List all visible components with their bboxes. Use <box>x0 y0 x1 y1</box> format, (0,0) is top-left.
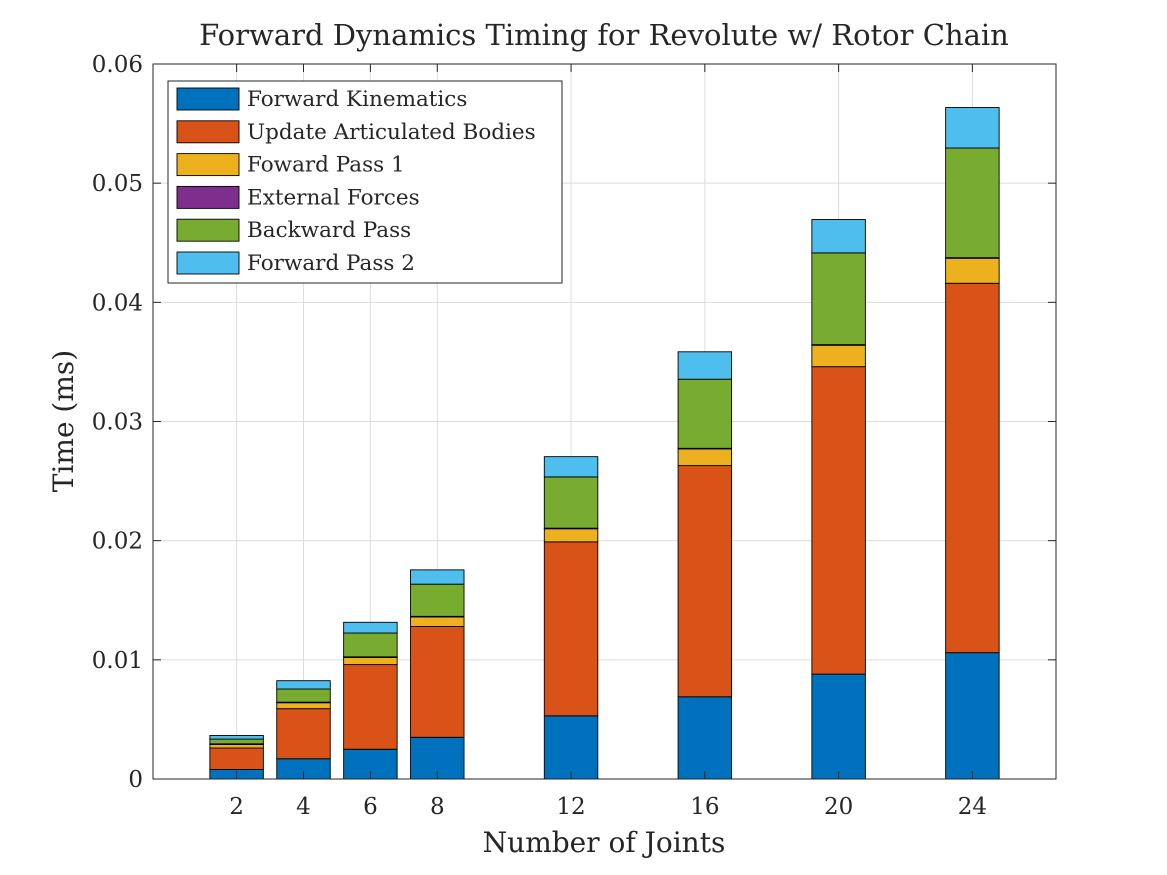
chart-title: Forward Dynamics Timing for Revolute w/ … <box>199 18 1009 52</box>
bar-segment-forward-pass-2-20 <box>811 219 866 254</box>
bar-segment-backward-pass-8 <box>410 583 465 617</box>
bar-segment-forward-pass-2-6 <box>343 621 398 634</box>
bar-segment-update-articulated-bodies-16 <box>677 465 733 698</box>
x-tick-label: 20 <box>824 794 853 820</box>
bar-segment-foward-pass-1-6 <box>343 657 398 666</box>
bar-segment-update-articulated-bodies-12 <box>543 541 599 717</box>
axis-ticks <box>153 63 1056 780</box>
bar-segment-forward-pass-2-8 <box>410 569 465 585</box>
x-tick-label: 6 <box>363 794 378 820</box>
legend: Forward Kinematics Update Articulated Bod… <box>167 80 563 284</box>
y-tick-label: 0.06 <box>92 52 143 78</box>
y-tick-label: 0.04 <box>92 290 143 316</box>
x-tick-label: 2 <box>229 794 244 820</box>
legend-label: Forward Kinematics <box>247 87 467 112</box>
bar-segment-update-articulated-bodies-24 <box>945 282 1000 654</box>
legend-label: External Forces <box>247 185 420 210</box>
legend-swatch <box>176 153 240 177</box>
y-tick-label: 0.05 <box>92 171 143 197</box>
bar-stack-group <box>209 107 1000 780</box>
bar-segment-foward-pass-1-4 <box>276 702 331 710</box>
legend-label: Update Articulated Bodies <box>247 120 536 145</box>
bar-segment-backward-pass-6 <box>343 632 398 658</box>
x-tick-label: 16 <box>690 794 719 820</box>
bar-segment-backward-pass-4 <box>276 688 331 703</box>
bar-segment-forward-pass-2-2 <box>209 735 264 740</box>
bar-segment-update-articulated-bodies-4 <box>276 708 331 760</box>
bar-segment-backward-pass-12 <box>543 476 599 529</box>
bar-segment-update-articulated-bodies-8 <box>410 626 465 738</box>
bar-segment-foward-pass-1-2 <box>209 743 264 749</box>
bar-segment-foward-pass-1-12 <box>543 528 599 543</box>
legend-box <box>167 80 563 284</box>
legend-swatch <box>176 120 240 144</box>
bar-segment-backward-pass-20 <box>811 252 866 346</box>
y-tick-label: 0.02 <box>92 529 143 555</box>
bar-segment-forward-pass-2-24 <box>945 107 1000 149</box>
bar-segment-forward-kinematics-16 <box>677 696 733 780</box>
legend-swatch <box>176 185 240 209</box>
bar-segment-backward-pass-2 <box>209 738 264 745</box>
bar-segment-update-articulated-bodies-6 <box>343 664 398 750</box>
x-tick-label: 24 <box>958 794 987 820</box>
bar-segment-backward-pass-24 <box>945 147 1000 259</box>
bar-segment-forward-pass-2-12 <box>543 456 599 478</box>
bar-segment-forward-pass-2-16 <box>677 351 733 380</box>
legend-label: Forward Pass 2 <box>247 251 415 276</box>
x-tick-label: 4 <box>296 794 311 820</box>
bar-segment-foward-pass-1-8 <box>410 616 465 627</box>
bar-segment-forward-pass-2-4 <box>276 680 331 690</box>
bar-segment-foward-pass-1-24 <box>945 257 1000 284</box>
x-tick-labels: 2 4 6 8 12 16 20 24 <box>229 794 987 820</box>
bar-segment-backward-pass-16 <box>677 378 733 449</box>
bar-segment-forward-kinematics-24 <box>945 652 1000 780</box>
bar-segment-update-articulated-bodies-2 <box>209 747 264 770</box>
bar-segment-update-articulated-bodies-20 <box>811 366 866 675</box>
legend-swatch <box>176 87 240 111</box>
bar-segment-foward-pass-1-20 <box>811 344 866 368</box>
x-tick-label: 8 <box>430 794 445 820</box>
legend-swatch <box>176 218 240 242</box>
y-tick-label: 0.01 <box>92 648 143 674</box>
y-tick-label: 0.03 <box>92 410 143 436</box>
bar-segment-forward-kinematics-12 <box>543 715 599 780</box>
legend-swatch <box>176 251 240 275</box>
y-axis-label: Time (ms) <box>47 350 80 492</box>
x-tick-label: 12 <box>556 794 585 820</box>
bar-segment-forward-kinematics-20 <box>811 673 866 780</box>
bar-segment-foward-pass-1-16 <box>677 448 733 467</box>
y-tick-labels: 0 0.01 0.02 0.03 0.04 0.05 0.06 <box>92 52 143 793</box>
legend-label: Foward Pass 1 <box>247 153 405 178</box>
x-axis-label: Number of Joints <box>483 826 726 859</box>
y-tick-label: 0 <box>128 767 143 793</box>
legend-label: Backward Pass <box>247 218 411 243</box>
